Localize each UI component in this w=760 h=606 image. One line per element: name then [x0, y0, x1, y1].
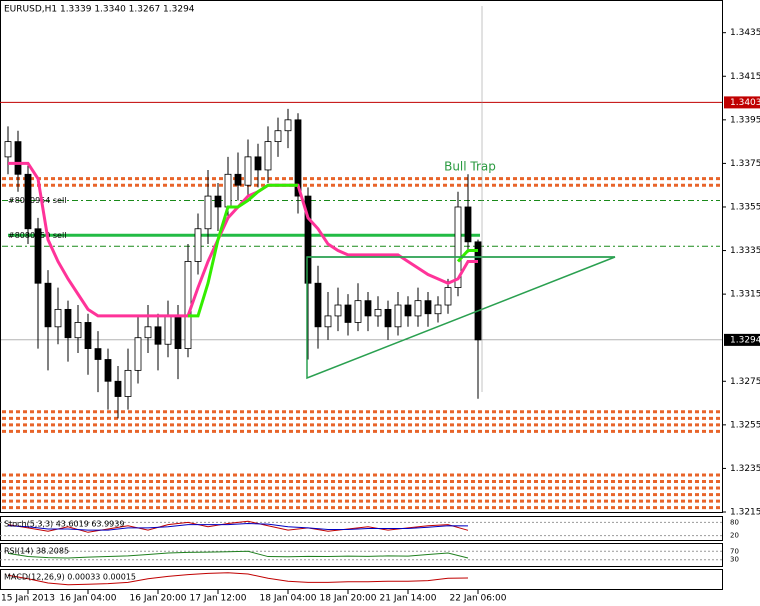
- candle-body: [214, 195, 222, 208]
- sub-tick-label: 80: [730, 518, 739, 526]
- candle-body: [254, 156, 262, 171]
- price-box: [724, 96, 760, 109]
- order-label: #8080954 sell: [8, 196, 66, 205]
- chart-title: EURUSD,H1 1.3339 1.3340 1.3267 1.3294: [4, 5, 195, 15]
- candle-body: [104, 359, 112, 382]
- sub-tick-label: 70: [730, 547, 739, 555]
- candle-body: [354, 300, 362, 323]
- candle-body: [344, 304, 352, 323]
- x-tick-label: 18 Jan 20:00: [320, 594, 377, 604]
- candle-body: [314, 282, 322, 328]
- candle-body: [224, 173, 232, 208]
- sub-indicator-line: [7, 520, 469, 533]
- candle-body: [394, 304, 402, 328]
- candle-body: [164, 315, 172, 345]
- main-frame: [0, 0, 723, 513]
- candle-body: [374, 308, 382, 317]
- x-tick-label: 16 Jan 20:00: [130, 594, 187, 604]
- candle-body: [434, 304, 442, 315]
- rsi-frame: [0, 543, 723, 567]
- y-tick-label: 1.3355: [730, 202, 760, 212]
- candle-body: [384, 308, 392, 328]
- candle-body: [464, 206, 472, 243]
- candle-body: [134, 337, 142, 371]
- candle-body: [34, 228, 42, 284]
- sub-indicator-line: [7, 522, 469, 531]
- stoch-frame: [0, 516, 723, 541]
- candle-body: [324, 315, 332, 328]
- sub-tick-label: 30: [730, 556, 739, 564]
- candle-body: [154, 326, 162, 345]
- candle-body: [184, 261, 192, 349]
- candle-body: [174, 315, 182, 349]
- y-tick-label: 1.3215: [730, 508, 760, 518]
- candle-body: [114, 380, 122, 397]
- x-tick-label: 18 Jan 04:00: [260, 594, 317, 604]
- candle-body: [14, 141, 22, 175]
- candle-body: [64, 308, 72, 339]
- annotation: Bull Trap: [444, 160, 496, 174]
- candle-body: [264, 141, 272, 171]
- sub-indicator-line: [7, 572, 469, 586]
- candle-body: [44, 282, 52, 328]
- candle-body: [414, 300, 422, 317]
- indicator-line: [8, 161, 478, 318]
- candle-body: [74, 322, 82, 339]
- y-tick-label: 1.3315: [730, 290, 760, 300]
- candle-body: [194, 228, 202, 262]
- candle-body: [294, 119, 302, 197]
- sub-indicator-line: [7, 550, 469, 559]
- x-tick-label: 15 Jan 2013: [1, 594, 55, 604]
- candle-body: [204, 195, 212, 230]
- indicator-label: RSI(14) 38.2085: [4, 547, 69, 556]
- candle-body: [274, 130, 282, 143]
- y-tick-label: 1.3235: [730, 464, 760, 474]
- y-tick-label: 1.3255: [730, 420, 760, 430]
- y-tick-label: 1.3415: [730, 72, 760, 82]
- candle-body: [474, 241, 482, 341]
- candle-body: [234, 173, 242, 186]
- y-tick-label: 1.3435: [730, 28, 760, 38]
- candle-body: [284, 119, 292, 132]
- price-box: [724, 333, 760, 346]
- candle-body: [444, 287, 452, 306]
- candle-body: [364, 300, 372, 317]
- x-tick-label: 16 Jan 04:00: [60, 594, 117, 604]
- candle-body: [84, 322, 92, 349]
- candle-body: [144, 326, 152, 339]
- indicator-line: [456, 249, 478, 263]
- price-label: 1.3403: [730, 98, 760, 108]
- candle-body: [304, 195, 312, 284]
- y-tick-label: 1.3275: [730, 377, 760, 387]
- candle-body: [94, 348, 102, 360]
- y-tick-label: 1.3395: [730, 115, 760, 125]
- candle-body: [124, 369, 132, 397]
- y-tick-label: 1.3375: [730, 159, 760, 169]
- candle-body: [4, 141, 12, 158]
- indicator-label: MACD(12,26,9) 0.00033 0.00015: [4, 573, 136, 582]
- x-tick-label: 21 Jan 14:00: [380, 594, 437, 604]
- y-tick-label: 1.3335: [730, 246, 760, 256]
- macd-frame: [0, 569, 723, 590]
- price-label: 1.3294: [730, 335, 760, 345]
- candle-body: [54, 308, 62, 328]
- candle-body: [244, 156, 252, 186]
- sub-tick-label: 20: [730, 532, 739, 540]
- x-tick-label: 22 Jan 06:00: [450, 594, 507, 604]
- indicator-label: Stoch(5,3,3) 43.6019 63.9939: [4, 520, 124, 529]
- candle-body: [454, 206, 462, 288]
- candle-body: [334, 304, 342, 317]
- candle-body: [404, 304, 412, 317]
- indicator-line: [188, 183, 298, 318]
- candle-body: [424, 300, 432, 315]
- candle-body: [24, 173, 32, 230]
- plot-layer: #8080954 sell#8080950 sell1.34351.34151.…: [0, 28, 760, 604]
- x-tick-label: 17 Jan 12:00: [190, 594, 247, 604]
